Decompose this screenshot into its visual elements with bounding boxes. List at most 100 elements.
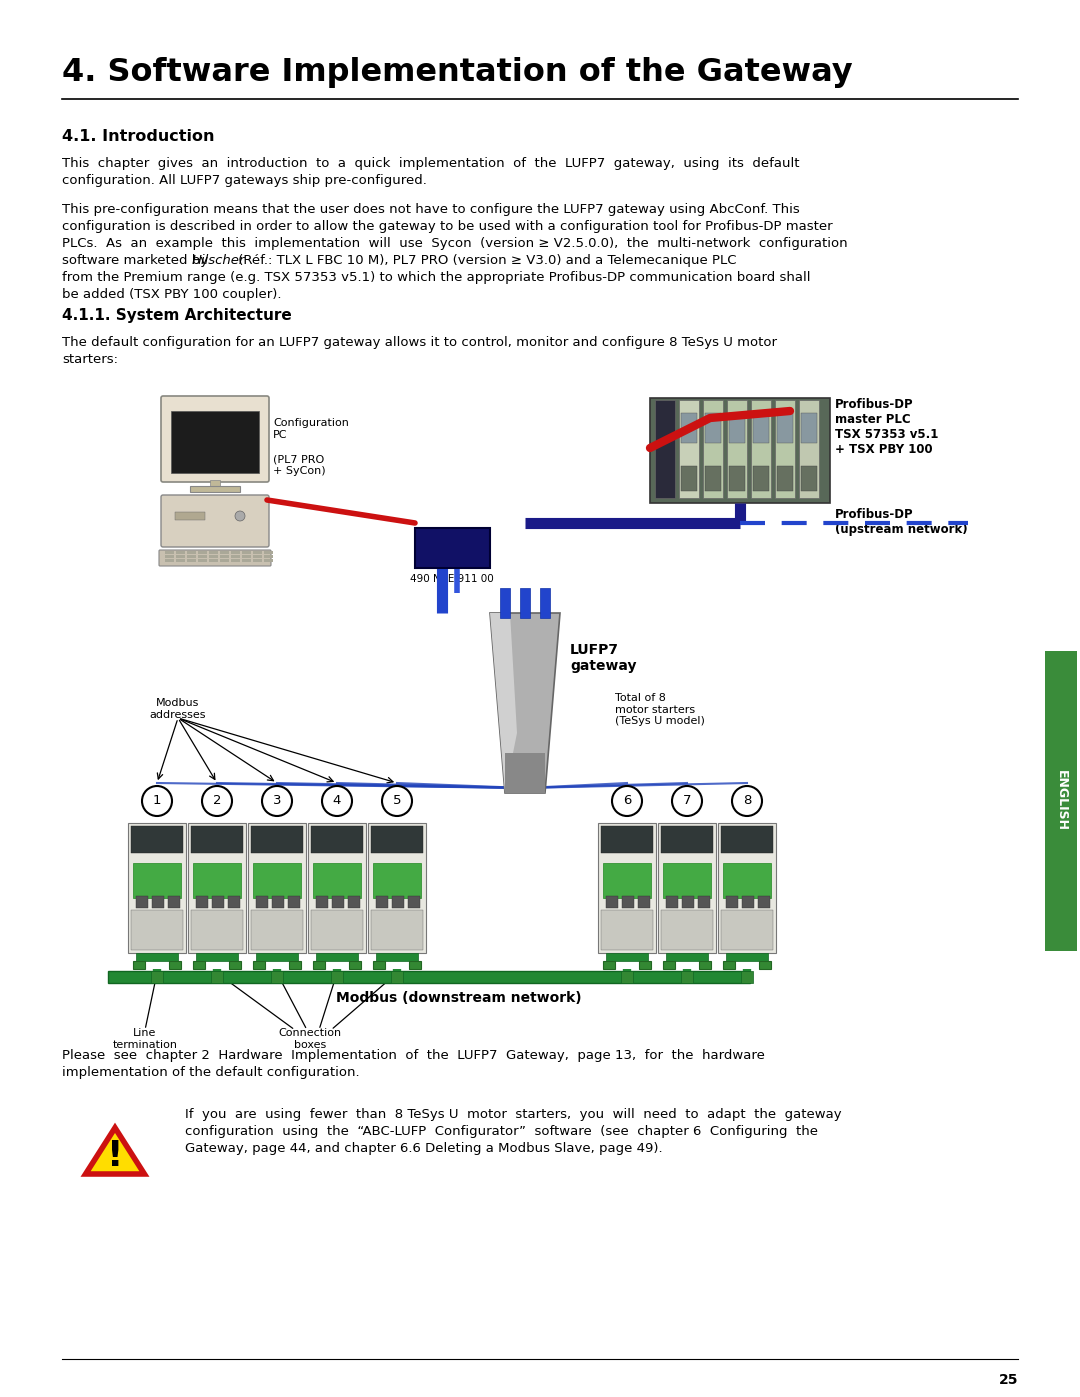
Bar bbox=[392, 895, 404, 908]
Bar bbox=[133, 961, 145, 970]
Circle shape bbox=[262, 787, 292, 816]
Bar bbox=[729, 414, 745, 443]
Bar bbox=[376, 895, 388, 908]
Bar bbox=[741, 971, 753, 983]
Bar bbox=[171, 411, 259, 474]
Text: configuration. All LUFP7 gateways ship pre-configured.: configuration. All LUFP7 gateways ship p… bbox=[62, 175, 427, 187]
Bar bbox=[188, 823, 246, 953]
Text: LUFP7
gateway: LUFP7 gateway bbox=[570, 643, 636, 673]
Bar bbox=[288, 895, 300, 908]
Bar bbox=[721, 826, 773, 854]
Text: 490 NAE 911 00: 490 NAE 911 00 bbox=[410, 574, 494, 584]
FancyBboxPatch shape bbox=[161, 395, 269, 482]
Bar bbox=[801, 414, 816, 443]
Bar bbox=[198, 559, 207, 562]
Text: This pre-configuration means that the user does not have to configure the LUFP7 : This pre-configuration means that the us… bbox=[62, 203, 800, 217]
FancyBboxPatch shape bbox=[161, 495, 269, 548]
Text: Modbus (downstream network): Modbus (downstream network) bbox=[336, 990, 582, 1004]
Circle shape bbox=[235, 511, 245, 521]
Bar bbox=[316, 895, 328, 908]
Bar bbox=[187, 550, 195, 555]
Circle shape bbox=[322, 787, 352, 816]
Text: 4.1.1. System Architecture: 4.1.1. System Architecture bbox=[62, 307, 292, 323]
Text: Modbus
addresses: Modbus addresses bbox=[150, 698, 206, 719]
Bar bbox=[136, 895, 148, 908]
Bar bbox=[308, 823, 366, 953]
Bar bbox=[253, 550, 262, 555]
Bar bbox=[726, 895, 738, 908]
Text: !: ! bbox=[107, 1139, 123, 1173]
Polygon shape bbox=[490, 613, 561, 793]
Bar bbox=[705, 414, 721, 443]
Polygon shape bbox=[505, 753, 545, 793]
Bar bbox=[193, 863, 241, 898]
Bar bbox=[638, 895, 650, 908]
Bar bbox=[248, 823, 306, 953]
Bar bbox=[191, 909, 243, 950]
Bar bbox=[332, 895, 345, 908]
Bar bbox=[801, 467, 816, 490]
Bar bbox=[210, 481, 220, 486]
Bar bbox=[242, 550, 251, 555]
Bar bbox=[726, 953, 768, 961]
Bar bbox=[220, 559, 229, 562]
Bar bbox=[316, 953, 357, 961]
Bar bbox=[136, 953, 178, 961]
Bar bbox=[600, 826, 653, 854]
Bar bbox=[175, 511, 205, 520]
Bar bbox=[654, 400, 675, 497]
Bar bbox=[176, 550, 185, 555]
Polygon shape bbox=[490, 613, 517, 793]
Bar bbox=[723, 961, 735, 970]
Bar bbox=[220, 555, 229, 557]
Bar bbox=[349, 961, 361, 970]
Bar bbox=[229, 961, 241, 970]
Bar bbox=[705, 467, 721, 490]
Bar bbox=[606, 953, 648, 961]
Bar bbox=[759, 961, 771, 970]
Text: Please  see  chapter 2  Hardware  Implementation  of  the  LUFP7  Gateway,  page: Please see chapter 2 Hardware Implementa… bbox=[62, 1049, 765, 1062]
Bar bbox=[658, 823, 716, 953]
Bar bbox=[666, 895, 678, 908]
Bar bbox=[661, 826, 713, 854]
Bar bbox=[721, 909, 773, 950]
Bar bbox=[681, 971, 693, 983]
FancyBboxPatch shape bbox=[159, 550, 271, 566]
Bar bbox=[681, 467, 697, 490]
Text: 1: 1 bbox=[152, 795, 161, 807]
Text: 3: 3 bbox=[273, 795, 281, 807]
Bar bbox=[723, 863, 771, 898]
Text: 4.1. Introduction: 4.1. Introduction bbox=[62, 129, 215, 144]
Text: Profibus-DP
master PLC
TSX 57353 v5.1
+ TSX PBY 100: Profibus-DP master PLC TSX 57353 v5.1 + … bbox=[835, 398, 939, 455]
Bar bbox=[168, 961, 181, 970]
Bar bbox=[373, 863, 421, 898]
Bar bbox=[372, 826, 423, 854]
Bar bbox=[639, 961, 651, 970]
Bar bbox=[198, 555, 207, 557]
Bar bbox=[210, 559, 218, 562]
Bar bbox=[519, 588, 530, 617]
Bar bbox=[133, 863, 181, 898]
Bar bbox=[408, 895, 420, 908]
Bar bbox=[753, 414, 769, 443]
Text: configuration  using  the  “ABC-LUFP  Configurator”  software  (see  chapter 6  : configuration using the “ABC-LUFP Config… bbox=[185, 1125, 818, 1139]
Bar bbox=[190, 486, 240, 492]
Bar bbox=[231, 559, 240, 562]
Bar bbox=[195, 895, 208, 908]
Bar bbox=[775, 400, 795, 497]
Text: software marketed by: software marketed by bbox=[62, 254, 213, 267]
Bar bbox=[272, 895, 284, 908]
Bar bbox=[264, 555, 273, 557]
Bar bbox=[1045, 651, 1077, 951]
Bar bbox=[211, 971, 222, 983]
Text: configuration is described in order to allow the gateway to be used with a confi: configuration is described in order to a… bbox=[62, 219, 833, 233]
Bar bbox=[391, 971, 403, 983]
Bar bbox=[187, 555, 195, 557]
Bar bbox=[271, 971, 283, 983]
Bar bbox=[666, 953, 708, 961]
Circle shape bbox=[141, 787, 172, 816]
Bar bbox=[415, 528, 490, 569]
Text: Profibus-DP
(upstream network): Profibus-DP (upstream network) bbox=[835, 509, 968, 536]
Circle shape bbox=[732, 787, 762, 816]
Text: PLCs.  As  an  example  this  implementation  will  use  Sycon  (version ≥ V2.5.: PLCs. As an example this implementation … bbox=[62, 237, 848, 250]
